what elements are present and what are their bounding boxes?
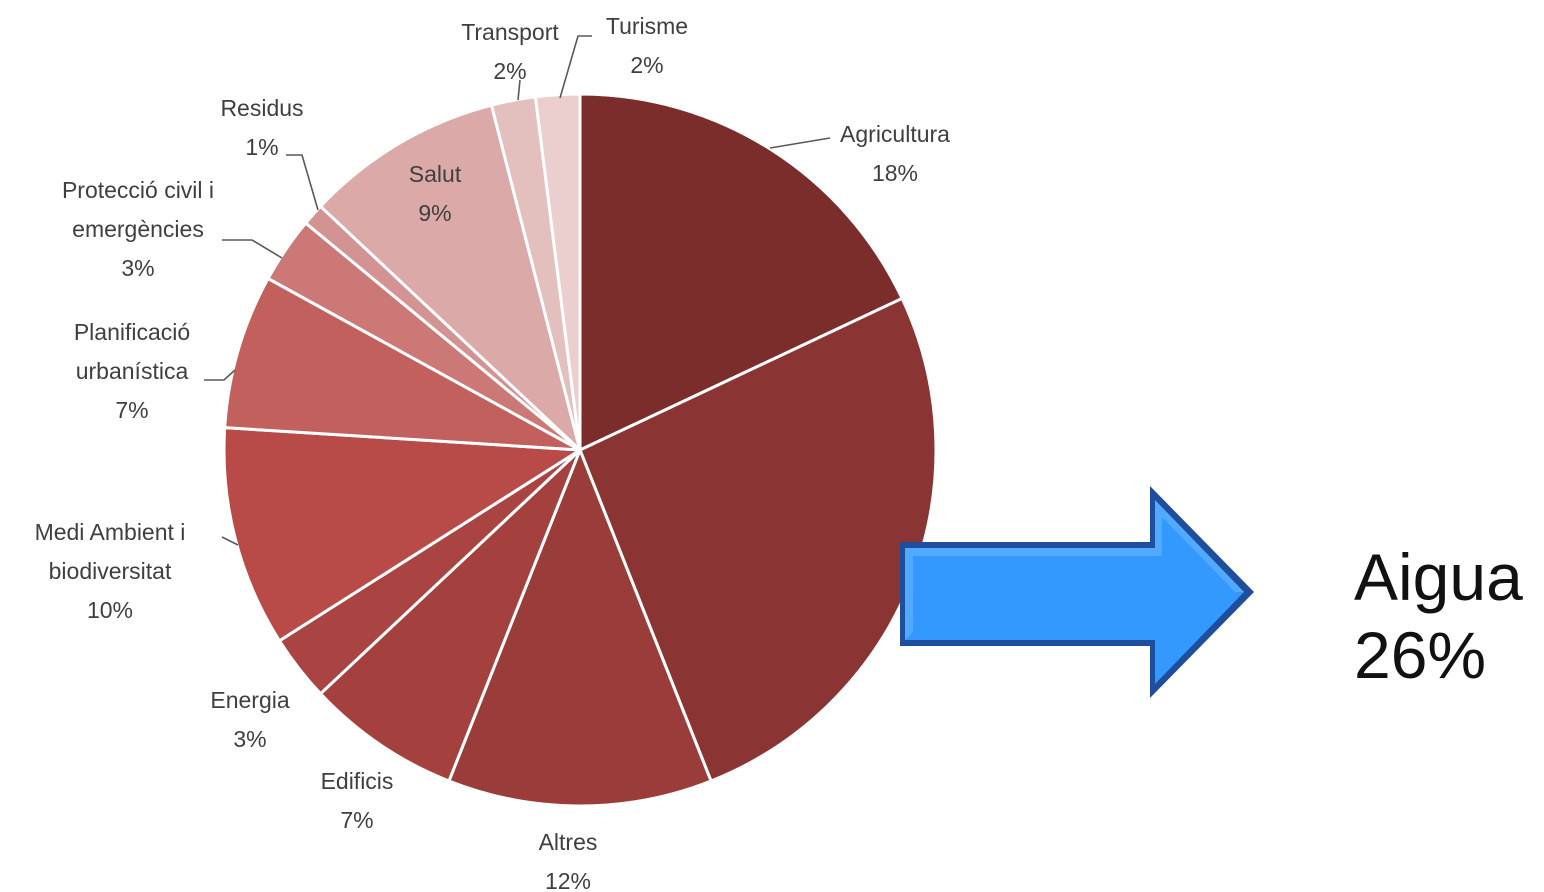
callout-label: Aigua [1354, 540, 1523, 614]
slice-name-label: urbanística [76, 358, 189, 384]
slice-percent-label: 2% [493, 58, 526, 84]
leader-line [286, 154, 319, 211]
slice-name-label: biodiversitat [49, 558, 172, 584]
callout-value: 26% [1354, 618, 1487, 692]
pie-slice [533, 92, 582, 451]
slice-name-label: Planificació [74, 319, 190, 345]
slice-name-label: Energia [210, 687, 289, 713]
slice-name-label: Protecció civil i [62, 177, 214, 203]
slice-name-label: Altres [539, 829, 598, 855]
pie-slice [447, 445, 713, 808]
pie-slice [318, 103, 583, 455]
pie-slices [222, 92, 938, 808]
slice-percent-label: 1% [245, 134, 278, 160]
pie-slice [223, 276, 581, 452]
pie-slice [578, 92, 905, 453]
leader-line [559, 35, 592, 99]
leader-lines [204, 35, 831, 546]
slice-name-label: Transport [461, 19, 559, 45]
slice-percent-label: 3% [121, 255, 154, 281]
slice-name-label: Agricultura [840, 121, 950, 147]
highlight-callout: Aigua 26% [1354, 538, 1523, 694]
slice-name-label: Salut [409, 161, 462, 187]
leader-line [222, 239, 283, 259]
slice-percent-label: 9% [418, 200, 451, 226]
slice-name-label: Turisme [606, 13, 688, 39]
slice-name-label: Residus [220, 95, 303, 121]
slice-percent-label: 2% [630, 52, 663, 78]
leader-line [204, 369, 236, 381]
slice-name-label: emergències [72, 216, 204, 242]
slice-labels: Agricultura 18% Altres 12% Edificis 7% Energia… [35, 13, 951, 892]
slice-percent-label: 12% [545, 868, 591, 892]
slice-percent-label: 18% [872, 160, 918, 186]
slice-percent-label: 7% [115, 397, 148, 423]
right-arrow-icon [900, 486, 1254, 698]
leader-line [517, 79, 521, 101]
slice-name-label: Medi Ambient i [35, 519, 186, 545]
leader-line [769, 137, 831, 149]
pie-slice [318, 448, 582, 783]
leader-line [221, 536, 239, 546]
slice-percent-label: 10% [87, 597, 133, 623]
pie-slice [222, 426, 585, 643]
slice-name-label: Edificis [321, 768, 394, 794]
slice-percent-label: 3% [233, 726, 266, 752]
slice-percent-label: 7% [340, 807, 373, 833]
